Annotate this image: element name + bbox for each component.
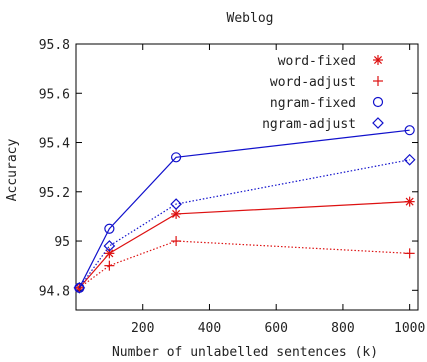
series-line — [78, 201, 410, 289]
x-tick-label: 400 — [198, 321, 221, 336]
marker-stroke — [172, 209, 181, 218]
data-point — [103, 240, 116, 252]
marker-circle — [372, 96, 384, 108]
data-point — [104, 223, 115, 234]
series-ngram-adjust — [73, 153, 416, 294]
x-axis-label: Number of unlabelled sentences (k) — [112, 345, 378, 360]
marker-circle — [104, 223, 115, 234]
series-layer — [73, 125, 416, 294]
legend-label: word-fixed — [278, 54, 356, 69]
y-tick-label: 95 — [54, 235, 70, 250]
data-point — [404, 125, 415, 136]
legend-item: word-adjust — [270, 75, 383, 90]
marker-circle — [404, 125, 415, 136]
data-point — [171, 208, 182, 219]
y-tick-label: 95.2 — [39, 186, 70, 201]
data-point — [171, 236, 182, 247]
y-axis-label: Accuracy — [5, 139, 20, 202]
series-line — [78, 129, 410, 289]
legend-item: ngram-adjust — [262, 117, 384, 132]
x-tick-label: 200 — [131, 321, 154, 336]
marker-diamond — [170, 198, 182, 210]
y-tick-label: 95.4 — [39, 137, 70, 152]
y-tick-label: 94.8 — [39, 284, 70, 299]
y-tick-label: 95.6 — [39, 87, 70, 102]
data-point — [373, 55, 383, 65]
data-point — [170, 152, 182, 163]
marker-diamond — [73, 281, 86, 294]
data-point — [372, 96, 384, 108]
marker-stroke — [105, 249, 114, 258]
marker-diamond — [103, 240, 116, 252]
plot-axes: 94.8 95 95.2 95.4 95.6 95.8 200 400 600 800 1000 — [39, 38, 426, 336]
data-point — [373, 76, 383, 86]
marker-stroke — [405, 197, 414, 206]
data-point — [372, 117, 384, 129]
legend-label: ngram-adjust — [262, 117, 356, 132]
legend-label: word-adjust — [270, 75, 356, 90]
marker-diamond — [403, 153, 416, 166]
plot-frame — [75, 43, 419, 311]
legend-item: word-fixed — [278, 54, 383, 69]
x-tick-label: 1000 — [394, 321, 425, 336]
series-ngram-fixed — [74, 125, 415, 293]
data-point — [404, 248, 415, 259]
data-point — [170, 198, 182, 210]
series-line — [78, 159, 410, 289]
marker-diamond — [372, 117, 384, 129]
marker-stroke — [373, 55, 383, 65]
chart-title: Weblog — [227, 11, 274, 26]
series-line — [78, 240, 410, 289]
x-tick-label: 600 — [264, 321, 287, 336]
data-point — [104, 248, 115, 259]
data-point — [404, 196, 415, 207]
y-tick-label: 95.8 — [39, 38, 70, 53]
data-point — [73, 281, 86, 294]
legend: word-fixed word-adjust ngram-fixed ngram-ad… — [262, 54, 384, 132]
data-point — [403, 153, 416, 166]
legend-label: ngram-fixed — [270, 96, 356, 111]
legend-item: ngram-fixed — [270, 96, 384, 111]
x-tick-label: 800 — [331, 321, 354, 336]
data-point — [104, 260, 115, 271]
marker-circle — [170, 152, 182, 163]
